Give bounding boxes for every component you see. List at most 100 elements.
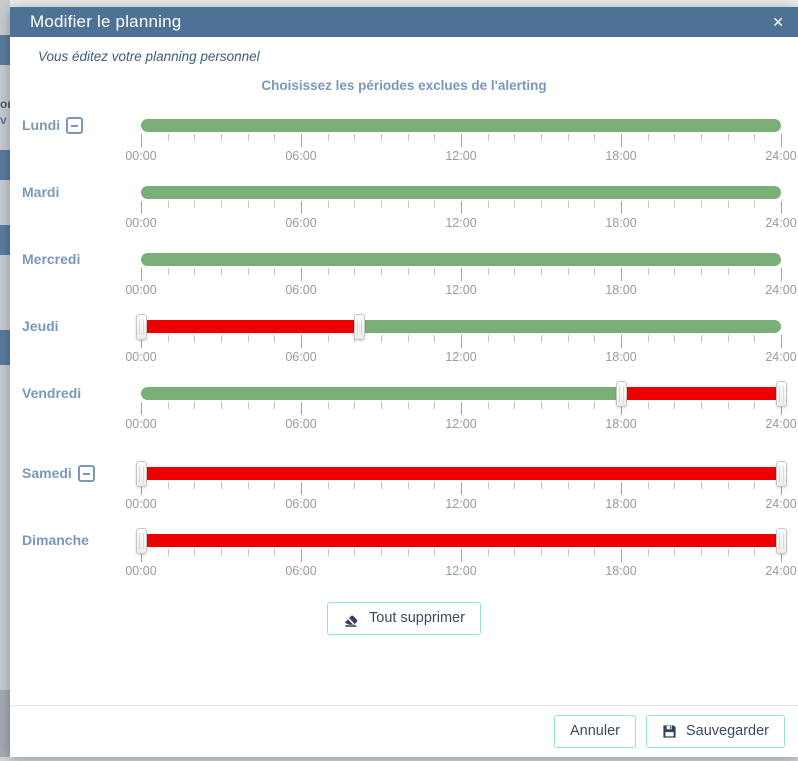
minor-tick (487, 201, 489, 208)
slider-handle-end[interactable] (776, 528, 787, 554)
major-tick (621, 549, 622, 562)
time-range-slider[interactable]: 00:00 06:00 12:00 18:00 24:00 (125, 186, 797, 231)
slider-ticks (141, 482, 782, 496)
slider-ticks (141, 549, 782, 563)
minor-tick (194, 402, 196, 409)
time-range-slider[interactable]: 00:00 06:00 12:00 18:00 24:00 (125, 528, 797, 579)
minor-tick (194, 335, 196, 342)
slider-handle-start[interactable] (616, 381, 627, 407)
slider-track[interactable] (141, 320, 781, 333)
tick-label: 12:00 (445, 417, 477, 431)
tick-label: 06:00 (285, 149, 317, 163)
slider-track[interactable] (141, 186, 781, 199)
minor-tick (167, 402, 169, 409)
time-range-slider[interactable]: 00:00 06:00 12:00 18:00 24:00 (125, 381, 797, 432)
minor-tick (647, 201, 649, 208)
minor-tick (221, 134, 222, 141)
tick-label: 18:00 (605, 350, 637, 364)
minor-tick (647, 549, 649, 556)
minor-tick (701, 549, 702, 556)
minor-tick (754, 402, 756, 409)
minor-tick (274, 134, 276, 141)
day-label-col: Jeudi (10, 318, 141, 335)
excluded-period-segment (141, 534, 781, 547)
slider-track[interactable] (141, 119, 781, 132)
day-label-col: Dimanche (10, 532, 141, 549)
day-label-col: Mercredi (10, 251, 141, 268)
background-block (0, 35, 10, 65)
slider-handle-start[interactable] (136, 528, 147, 554)
time-range-slider[interactable]: 00:00 06:00 12:00 18:00 24:00 (125, 119, 797, 164)
remove-day-icon[interactable] (77, 465, 95, 482)
time-range-slider[interactable]: 00:00 06:00 12:00 18:00 24:00 (125, 253, 797, 298)
minor-tick (407, 201, 409, 208)
slider-track[interactable] (141, 534, 781, 547)
tick-label: 24:00 (765, 417, 797, 431)
minor-tick (327, 134, 329, 141)
minor-tick (701, 402, 702, 409)
slider-ticks (141, 134, 782, 148)
major-tick (621, 268, 622, 281)
slider-tick-labels: 00:00 06:00 12:00 18:00 24:00 (125, 417, 796, 432)
minor-tick (647, 335, 649, 342)
tick-label: 24:00 (765, 149, 797, 163)
background-block (0, 690, 10, 761)
day-row-mardi: Mardi 00:00 06:00 12:00 18:00 24:00 (10, 184, 798, 231)
cancel-label: Annuler (569, 722, 620, 739)
tick-label: 24:00 (765, 350, 797, 364)
slider-track[interactable] (141, 253, 781, 266)
tick-label: 18:00 (605, 417, 637, 431)
modal-body: Vous éditez votre planning personnel Cho… (10, 37, 798, 704)
major-tick (301, 335, 302, 348)
minor-tick (754, 201, 756, 208)
minor-tick (274, 482, 276, 489)
day-row-samedi: Samedi 00:00 06:00 12:00 18:00 24:00 (10, 461, 798, 512)
modal-title: Modifier le planning (30, 12, 182, 31)
tick-label: 06:00 (285, 564, 317, 578)
major-tick (781, 268, 782, 281)
time-range-slider[interactable]: 00:00 06:00 12:00 18:00 24:00 (125, 314, 797, 365)
slider-handle-end[interactable] (353, 314, 365, 340)
remove-day-icon[interactable] (66, 117, 84, 134)
minor-tick (594, 268, 596, 275)
tick-label: 12:00 (445, 283, 477, 297)
major-tick (301, 549, 302, 562)
slider-handle-start[interactable] (136, 314, 147, 340)
slider-track[interactable] (141, 387, 781, 400)
clear-all-button[interactable]: Tout supprimer (327, 602, 481, 636)
minor-tick (727, 134, 729, 141)
close-icon[interactable]: ✕ (772, 14, 784, 30)
cancel-button[interactable]: Annuler (553, 714, 636, 749)
edit-planning-modal: Modifier le planning ✕ Vous éditez votre… (10, 7, 798, 757)
slider-handle-end[interactable] (776, 381, 787, 407)
minor-tick (727, 201, 729, 208)
minor-tick (567, 549, 569, 556)
time-range-slider[interactable]: 00:00 06:00 12:00 18:00 24:00 (125, 461, 797, 512)
minor-tick (381, 268, 382, 275)
minor-tick (567, 268, 569, 275)
slider-handle-start[interactable] (136, 461, 147, 487)
minor-tick (674, 482, 676, 489)
major-tick (461, 482, 462, 495)
minor-tick (354, 482, 356, 489)
slider-ticks (141, 201, 782, 215)
minor-tick (381, 482, 382, 489)
tick-label: 00:00 (125, 497, 157, 511)
minor-tick (194, 549, 196, 556)
save-button[interactable]: Sauvegarder (645, 714, 785, 749)
minor-tick (514, 134, 516, 141)
minor-tick (327, 335, 329, 342)
minor-tick (194, 134, 196, 141)
slider-track[interactable] (141, 467, 781, 480)
slider-handle-end[interactable] (776, 461, 787, 487)
minor-tick (701, 335, 702, 342)
minor-tick (274, 402, 276, 409)
major-tick (141, 482, 142, 495)
minor-tick (701, 134, 702, 141)
excluded-period-segment (621, 387, 781, 400)
major-tick (621, 402, 622, 415)
minor-tick (407, 549, 409, 556)
slider-tick-labels: 00:00 06:00 12:00 18:00 24:00 (125, 216, 796, 231)
major-tick (301, 201, 302, 214)
minor-tick (327, 549, 329, 556)
